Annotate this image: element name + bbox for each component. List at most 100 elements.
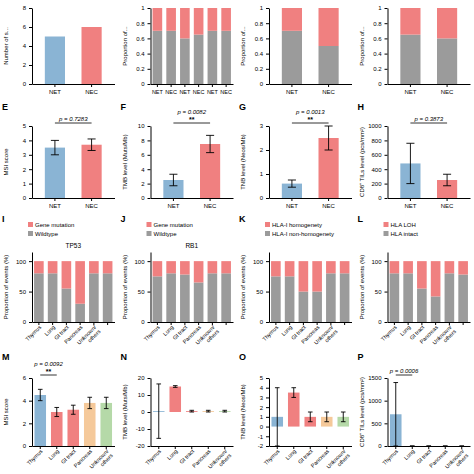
bar-segment bbox=[312, 261, 322, 291]
y-tick-mark bbox=[385, 126, 388, 127]
bar-segment bbox=[180, 275, 190, 322]
y-tick: 0 bbox=[378, 195, 387, 201]
legend-item: Gene mutation bbox=[28, 222, 74, 228]
y-tick-mark bbox=[266, 84, 269, 85]
panel-label: L bbox=[358, 214, 364, 224]
x-tick-label: NEC bbox=[165, 89, 177, 95]
bar-segment bbox=[431, 296, 441, 322]
y-tick-label: 0 bbox=[141, 409, 145, 415]
y-tick: 0.4 bbox=[373, 51, 387, 57]
y-axis: 050100 bbox=[371, 253, 388, 326]
legend-label: Wildtype bbox=[35, 231, 59, 237]
y-tick-mark bbox=[29, 65, 32, 66]
y-axis-title: TMB level (Muts/Mb) bbox=[122, 134, 128, 189]
y-tick-label: 0.6 bbox=[373, 36, 382, 42]
x-tick: Unknown/others bbox=[313, 322, 339, 350]
y-axis: 00.20.40.60.81 bbox=[136, 5, 151, 87]
legend-label: Gene mutation bbox=[35, 222, 74, 228]
y-tick-mark bbox=[29, 423, 32, 424]
y-tick: 100 bbox=[253, 259, 269, 265]
y-tick: 4 bbox=[23, 138, 32, 144]
x-tick: Thymus bbox=[24, 322, 42, 342]
bar-segment bbox=[166, 31, 176, 84]
y-tick-mark bbox=[266, 126, 269, 127]
bar bbox=[202, 411, 214, 413]
x-tick: Lung bbox=[47, 446, 60, 461]
x-axis: ThymusLungGI tractPancreasUnknown/others bbox=[26, 446, 115, 474]
y-axis-title: TNB level (Neos/Mb) bbox=[240, 384, 246, 440]
x-tick-mark bbox=[184, 84, 185, 87]
bar-segment bbox=[208, 273, 218, 322]
bar-segment bbox=[299, 292, 309, 322]
x-tick-label-line: NET bbox=[404, 89, 416, 95]
panel: 00.20.40.60.81NETNECProportion of... bbox=[359, 5, 471, 95]
error-bar bbox=[88, 139, 96, 151]
panel: 0246810NETNECTMB level (Muts/Mb)p = 0.00… bbox=[121, 102, 234, 209]
y-tick-mark bbox=[148, 8, 151, 9]
x-tick: NEC bbox=[193, 84, 205, 95]
x-tick-label: Thymus bbox=[144, 448, 162, 466]
bar-segment bbox=[285, 261, 295, 276]
y-tick: 3 bbox=[260, 123, 269, 129]
panel: -20-1001020ThymusLungGI tractPancreasUnk… bbox=[121, 352, 234, 474]
x-tick-label: Thymus bbox=[26, 448, 44, 466]
bar-segment bbox=[400, 8, 420, 35]
y-tick-mark bbox=[266, 69, 269, 70]
y-axis-title: Proportion of events (%) bbox=[359, 255, 365, 320]
legend-label: HLA-I homogenety bbox=[272, 222, 322, 228]
y-tick-mark bbox=[266, 198, 269, 199]
y-tick: 1 bbox=[260, 171, 269, 177]
bar bbox=[45, 37, 65, 85]
bar-segment bbox=[282, 8, 302, 31]
x-tick-label: Lung bbox=[403, 448, 416, 461]
plot-area: -20-1001020ThymusLungGI tractPancreasUnk… bbox=[122, 375, 234, 473]
bar-segment bbox=[403, 261, 413, 273]
x-tick: Thymus bbox=[381, 446, 399, 466]
y-tick-mark bbox=[29, 401, 32, 402]
significance-bracket bbox=[396, 375, 413, 376]
x-tick-label-line: NET bbox=[152, 89, 164, 95]
bar-segment bbox=[271, 261, 281, 276]
y-tick-mark bbox=[148, 155, 151, 156]
y-tick: 0 bbox=[141, 81, 150, 87]
y-tick-label: 4 bbox=[260, 385, 264, 391]
bar bbox=[34, 395, 46, 446]
bar-segment bbox=[103, 273, 113, 322]
legend: Gene mutation Wildtype bbox=[28, 222, 74, 237]
x-tick-label-line: Thymus bbox=[144, 448, 162, 466]
y-tick-label: 0.2 bbox=[373, 66, 382, 72]
y-tick: 6 bbox=[23, 375, 32, 381]
x-tick-label: NEC bbox=[322, 89, 335, 95]
x-tick-label-line: NEC bbox=[204, 203, 217, 209]
x-tick-mark bbox=[344, 322, 345, 325]
y-axis-line bbox=[388, 379, 389, 447]
y-tick: 0.2 bbox=[373, 66, 387, 72]
y-tick: 0 bbox=[23, 195, 32, 201]
y-tick-mark bbox=[29, 378, 32, 379]
legend-swatch bbox=[384, 222, 389, 227]
x-tick-label: Lung bbox=[166, 448, 179, 461]
bar bbox=[84, 403, 96, 446]
x-tick-label: NET bbox=[286, 89, 298, 95]
y-tick: 0 bbox=[260, 319, 269, 325]
y-tick-label: 6 bbox=[23, 375, 27, 381]
x-tick-label: NET bbox=[49, 203, 61, 209]
x-tick-mark bbox=[463, 322, 464, 325]
y-axis-line bbox=[269, 9, 270, 85]
x-tick-label-line: NEC bbox=[322, 203, 335, 209]
y-tick: 10 bbox=[138, 392, 151, 398]
bar-segment bbox=[319, 46, 339, 84]
y-tick: 10 bbox=[138, 123, 151, 129]
x-tick-label: NEC bbox=[204, 203, 217, 209]
plot-area: 012345NETNECMSI scorep = 0.7283 bbox=[3, 116, 115, 209]
y-tick-mark bbox=[266, 446, 269, 447]
y-tick-mark bbox=[148, 198, 151, 199]
x-tick: Unknown/others bbox=[207, 446, 233, 474]
bar-segment bbox=[326, 273, 336, 322]
y-tick: 0.8 bbox=[255, 21, 269, 27]
marks bbox=[282, 8, 339, 84]
y-axis-line bbox=[32, 253, 33, 323]
y-axis-line bbox=[32, 9, 33, 85]
y-tick-label: 1 bbox=[260, 414, 264, 420]
y-tick-mark bbox=[29, 261, 32, 262]
